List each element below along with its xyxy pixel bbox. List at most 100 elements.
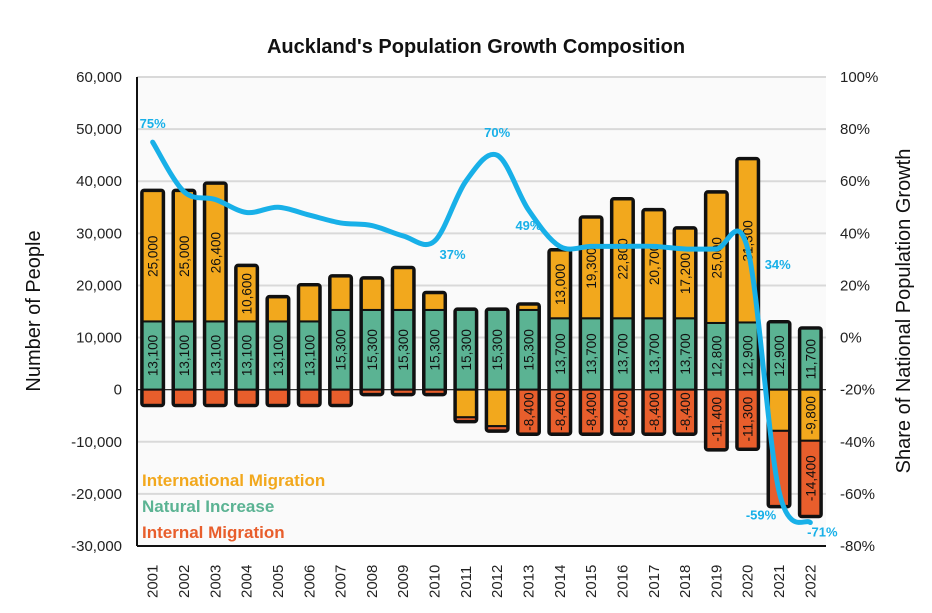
y-tick-label: 10,000 [76,330,122,347]
bar-value-label: 12,900 [772,335,787,376]
y2-tick-label: -80% [840,538,875,555]
bar-value-label: 17,200 [678,253,693,294]
x-tick-label: 2003 [207,565,224,598]
x-tick-label: 2006 [301,565,318,598]
x-tick-label: 2020 [740,565,757,598]
bar-value-label: -9,800 [803,396,818,434]
y2-axis-title: Share of National Population Growth [893,149,915,474]
x-tick-label: 2015 [583,565,600,598]
bar-value-label: 15,300 [396,329,411,370]
x-tick-label: 2018 [677,565,694,598]
line-value-label: 70% [484,125,510,140]
y2-tick-label: 0% [840,330,862,347]
bar-value-label: -8,400 [615,392,630,430]
bar-value-label: 20,700 [647,244,662,285]
bar-value-label: -11,400 [709,397,724,442]
line-value-label: 49% [515,218,541,233]
bar-value-label: 25,000 [146,236,161,277]
line-labels: 75% 37% 70% 49% 34% -59% -71% [140,116,838,539]
bar-segment-international [141,190,164,323]
bar-segment-internal [799,439,822,517]
bar-segment-international [235,265,258,323]
bar-value-label: 13,700 [678,333,693,374]
bar-value-label: 25,000 [177,236,192,277]
x-tick-label: 2014 [552,565,569,598]
line-value-label: 75% [140,116,166,131]
x-tick-label: 2021 [771,565,788,598]
y-axis-ticks: 60,000 50,000 40,000 30,000 20,000 10,000 0 -10… [71,69,122,555]
bar-value-label: -11,300 [741,397,756,442]
bar-segment-internal [266,388,289,406]
y-tick-label: 20,000 [76,277,122,294]
y-tick-label: -20,000 [71,486,122,503]
y-tick-label: 30,000 [76,225,122,242]
y2-tick-label: -40% [840,434,875,451]
bar-value-label: 15,300 [490,329,505,370]
bar-value-label: 13,700 [647,333,662,374]
bars [140,156,823,519]
x-tick-label: 2019 [708,565,725,598]
bar-segment-internal [454,416,477,422]
bar-segment-international [517,303,540,311]
bar-segment-internal [141,388,164,406]
legend: International Migration Natural Increase I… [142,471,325,542]
y2-tick-label: -20% [840,382,875,399]
y2-tick-label: 60% [840,173,870,190]
bar-value-label: -8,400 [678,392,693,430]
bar-value-label: 10,600 [240,273,255,314]
legend-item-international: International Migration [142,471,325,490]
y2-tick-label: -60% [840,486,875,503]
x-tick-label: 2022 [802,565,819,598]
y-tick-label: 40,000 [76,173,122,190]
bar-segment-international [298,284,321,323]
bar-segment-international [580,216,603,320]
x-tick-label: 2004 [239,565,256,598]
bar-value-label: 31,300 [741,220,756,261]
bar-value-label: 12,900 [741,335,756,376]
bar-value-label: 13,100 [146,335,161,376]
bar-value-label: 11,700 [803,339,818,379]
bar-value-label: 26,400 [208,232,223,273]
bar-segment-internal [172,388,195,406]
y-tick-label: -10,000 [71,434,122,451]
bar-segment-internal [392,388,415,395]
bar-segment-international [360,277,383,311]
x-tick-label: 2010 [427,565,444,598]
bar-value-label: -8,400 [521,392,536,430]
x-tick-label: 2001 [145,565,162,598]
x-axis-ticks: 2001 2002 2003 2004 2005 2006 2007 2008 2009 2010… [145,565,820,598]
y-tick-label: 60,000 [76,69,122,86]
line-value-label: 37% [440,247,466,262]
bar-value-label: -14,400 [803,455,818,501]
x-tick-label: 2009 [395,565,412,598]
chart-title: Auckland's Population Growth Composition [267,36,685,58]
bar-segment-internal [235,388,258,406]
x-tick-label: 2011 [458,566,475,598]
bar-segment-internal [423,388,446,395]
y-tick-label: -30,000 [71,538,122,555]
line-value-label: -71% [807,525,838,540]
bar-segment-internal [298,388,321,406]
bar-value-label: 15,300 [365,329,380,370]
bar-segment-internal [329,388,352,406]
bar-value-label: 13,700 [584,333,599,374]
line-value-label: -59% [746,507,777,522]
bar-segment-internal [486,425,509,432]
bar-value-label: -8,400 [584,392,599,430]
y-axis-title: Number of People [23,230,45,391]
bar-value-label: 13,100 [302,335,317,376]
bar-labels: 13,100 25,000 13,100 25,000 13,100 26,400 13,1… [146,220,819,501]
x-tick-label: 2012 [489,565,506,598]
bar-segment-international [329,275,352,311]
bar-segment-internal [204,388,227,406]
x-tick-label: 2013 [520,565,537,598]
bar-value-label: 13,700 [615,333,630,374]
bar-value-label: 15,300 [334,329,349,370]
bar-value-label: 13,100 [240,335,255,376]
bar-value-label: 15,300 [428,329,443,370]
bar-segment-internal [360,388,383,395]
bar-segment-international [454,388,477,419]
bar-segment-international [642,209,665,320]
bar-segment-international [486,388,509,428]
